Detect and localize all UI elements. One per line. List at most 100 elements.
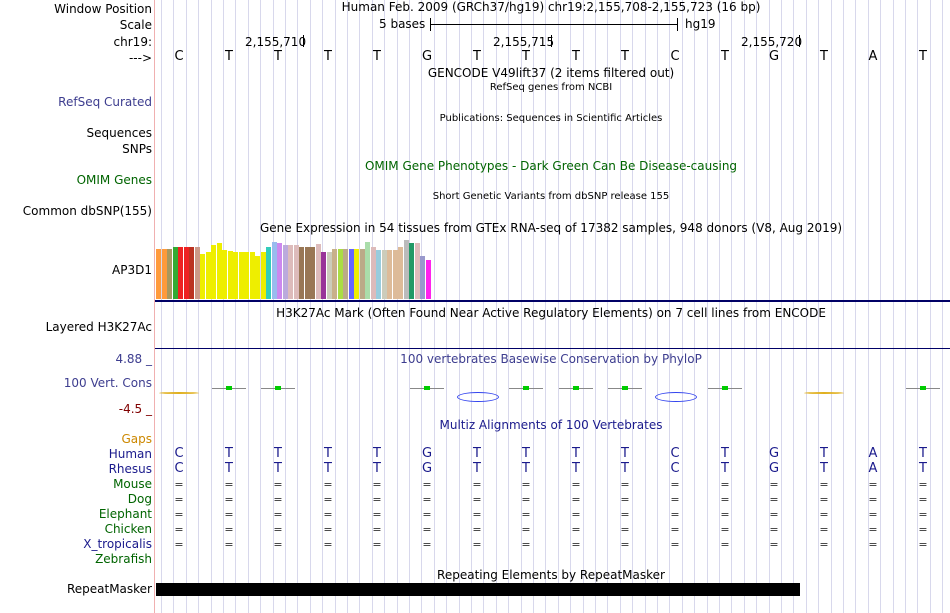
phylop-title: 100 vertebrates Basewise Conservation by… bbox=[400, 352, 702, 366]
species-xtropicalis-label[interactable]: X_tropicalis bbox=[83, 537, 152, 551]
coord-tick-3 bbox=[799, 35, 800, 47]
gtex-bar[interactable] bbox=[310, 247, 315, 299]
gtex-bar[interactable] bbox=[283, 245, 288, 299]
dbsnp-label[interactable]: Common dbSNP(155) bbox=[22, 204, 152, 218]
gtex-bar[interactable] bbox=[332, 249, 337, 299]
grid-line bbox=[397, 0, 398, 613]
gtex-bar[interactable] bbox=[349, 249, 354, 299]
gtex-bar[interactable] bbox=[200, 254, 205, 299]
species-mouse-label[interactable]: Mouse bbox=[113, 477, 152, 491]
alignment-match: = bbox=[174, 493, 184, 506]
gtex-bar[interactable] bbox=[206, 252, 211, 299]
gtex-bar[interactable] bbox=[195, 247, 200, 299]
gtex-bar[interactable] bbox=[426, 260, 431, 299]
gtex-bar[interactable] bbox=[184, 247, 189, 299]
gtex-bar[interactable] bbox=[211, 245, 216, 299]
gtex-bar[interactable] bbox=[327, 252, 332, 299]
gtex-bar[interactable] bbox=[222, 250, 227, 299]
grid-line bbox=[483, 0, 484, 613]
alignment-match: = bbox=[720, 538, 730, 551]
alignment-match: = bbox=[868, 478, 878, 491]
gtex-bar[interactable] bbox=[272, 242, 277, 299]
gtex-bar[interactable] bbox=[167, 249, 172, 299]
gtex-bar[interactable] bbox=[398, 247, 403, 299]
grid-line bbox=[260, 0, 261, 613]
gtex-bar[interactable] bbox=[360, 249, 365, 299]
gtex-bar[interactable] bbox=[420, 256, 425, 299]
alignment-match: = bbox=[472, 538, 482, 551]
gtex-bar[interactable] bbox=[233, 252, 238, 299]
scale-label[interactable]: Scale bbox=[119, 18, 152, 32]
gtex-bar[interactable] bbox=[409, 243, 414, 299]
refseq-label[interactable]: RefSeq Curated bbox=[58, 95, 152, 109]
publications-desc: Publications: Sequences in Scientific Ar… bbox=[439, 113, 663, 124]
chrom-label[interactable]: chr19: bbox=[113, 35, 152, 49]
grid-line bbox=[471, 0, 472, 613]
gtex-bar[interactable] bbox=[288, 245, 293, 299]
gaps-label[interactable]: Gaps bbox=[121, 432, 152, 446]
base-letter: T bbox=[473, 49, 481, 64]
sequences-label[interactable]: Sequences bbox=[86, 126, 152, 140]
gtex-bar[interactable] bbox=[387, 250, 392, 299]
gtex-bar[interactable] bbox=[321, 252, 326, 299]
gencode-title[interactable]: GENCODE V49lift37 (2 items filtered out) bbox=[427, 66, 675, 80]
snps-label[interactable]: SNPs bbox=[122, 142, 152, 156]
gtex-gene-label[interactable]: AP3D1 bbox=[112, 263, 152, 277]
window-position-label[interactable]: Window Position bbox=[54, 2, 152, 16]
gtex-bar[interactable] bbox=[244, 252, 249, 299]
species-dog-label[interactable]: Dog bbox=[127, 492, 152, 506]
gtex-bar[interactable] bbox=[299, 247, 304, 299]
gtex-bar[interactable] bbox=[178, 247, 183, 299]
grid-line bbox=[558, 0, 559, 613]
repeatmasker-block[interactable] bbox=[156, 583, 800, 596]
gtex-bar[interactable] bbox=[338, 249, 343, 299]
species-human-label[interactable]: Human bbox=[108, 447, 152, 461]
base-letter: C bbox=[670, 49, 680, 64]
phylop-track[interactable] bbox=[155, 370, 950, 410]
gtex-bar[interactable] bbox=[277, 243, 282, 299]
multiz-title: Multiz Alignments of 100 Vertebrates bbox=[439, 418, 663, 432]
gtex-bar[interactable] bbox=[365, 242, 370, 299]
gtex-bar[interactable] bbox=[415, 243, 420, 299]
gtex-bar[interactable] bbox=[343, 249, 348, 299]
gtex-bar[interactable] bbox=[305, 247, 310, 299]
gtex-bar[interactable] bbox=[354, 249, 359, 299]
cons-label[interactable]: 100 Vert. Cons bbox=[63, 376, 152, 390]
strand-label[interactable]: ---> bbox=[128, 51, 152, 65]
alignment-match: = bbox=[323, 538, 333, 551]
h3k27ac-label[interactable]: Layered H3K27Ac bbox=[45, 320, 152, 334]
species-elephant-label[interactable]: Elephant bbox=[98, 507, 152, 521]
gtex-bar[interactable] bbox=[294, 245, 299, 299]
grid-line bbox=[806, 0, 807, 613]
gtex-bar[interactable] bbox=[255, 256, 260, 299]
gtex-bar[interactable] bbox=[173, 247, 178, 299]
repeatmasker-label[interactable]: RepeatMasker bbox=[66, 582, 152, 596]
gtex-bar[interactable] bbox=[156, 249, 161, 299]
gtex-bar[interactable] bbox=[393, 250, 398, 299]
gtex-bar[interactable] bbox=[228, 251, 233, 299]
gtex-bar[interactable] bbox=[261, 252, 266, 299]
gtex-bar-chart[interactable] bbox=[155, 236, 535, 299]
gtex-bar[interactable] bbox=[266, 247, 271, 299]
species-chicken-label[interactable]: Chicken bbox=[104, 522, 152, 536]
alignment-base: T bbox=[820, 461, 828, 476]
gtex-bar[interactable] bbox=[382, 250, 387, 299]
alignment-match: = bbox=[571, 538, 581, 551]
omim-label[interactable]: OMIM Genes bbox=[76, 173, 152, 187]
alignment-base: G bbox=[421, 461, 433, 476]
gtex-bar[interactable] bbox=[217, 243, 222, 299]
gtex-bar[interactable] bbox=[239, 252, 244, 299]
gtex-bar[interactable] bbox=[189, 247, 194, 299]
gtex-bar[interactable] bbox=[162, 249, 167, 299]
gtex-bar[interactable] bbox=[316, 244, 321, 299]
base-letter: C bbox=[174, 49, 184, 64]
gtex-bar[interactable] bbox=[404, 240, 409, 299]
gtex-bar[interactable] bbox=[250, 252, 255, 299]
gtex-bar[interactable] bbox=[371, 247, 376, 299]
alignment-match: = bbox=[372, 508, 382, 521]
species-rhesus-label[interactable]: Rhesus bbox=[108, 462, 152, 476]
alignment-match: = bbox=[620, 538, 630, 551]
alignment-match: = bbox=[273, 493, 283, 506]
species-zebrafish-label[interactable]: Zebrafish bbox=[95, 552, 152, 566]
gtex-bar[interactable] bbox=[376, 250, 381, 299]
